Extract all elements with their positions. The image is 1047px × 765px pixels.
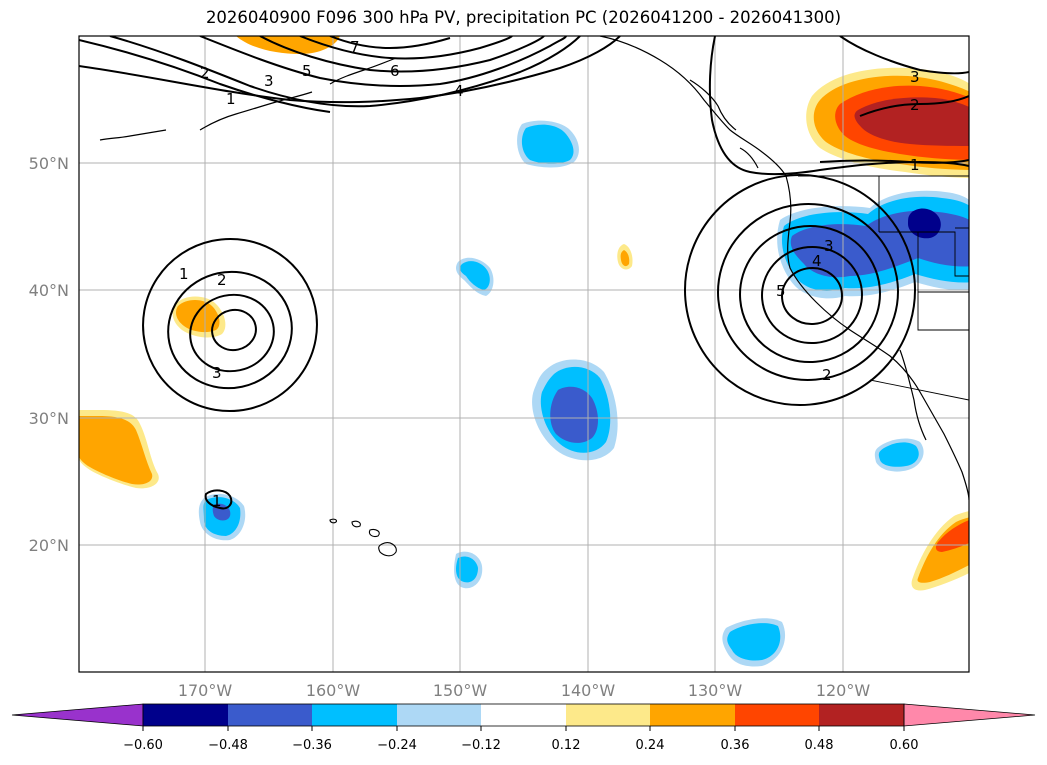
label-north-4: 4 xyxy=(454,82,464,100)
precip-field-south-center xyxy=(722,618,786,667)
lat-label-50n: 50°N xyxy=(29,154,69,173)
label-east-4: 4 xyxy=(812,252,822,270)
precip-field-hawaii-south xyxy=(454,551,483,589)
lon-label-140w: 140°W xyxy=(561,681,616,700)
map-panel: 1 2 3 1 2 3 4 5 6 7 2 3 4 5 1 2 3 1 xyxy=(78,35,970,673)
label-west-1: 1 xyxy=(179,265,189,283)
label-ne-1: 1 xyxy=(910,156,920,174)
label-hawaii-1: 1 xyxy=(212,492,222,510)
colorbar-tick-6: 0.12 xyxy=(552,738,581,753)
latitude-labels: 50°N 40°N 30°N 20°N xyxy=(29,154,69,555)
label-north-6: 6 xyxy=(390,62,400,80)
colorbar-bin-6 xyxy=(566,704,650,726)
hawaii-islands xyxy=(329,518,397,557)
colorbar-tick-5: −0.12 xyxy=(461,738,501,753)
lat-label-40n: 40°N xyxy=(29,281,69,300)
political-borders xyxy=(798,175,969,401)
precip-field-central-south xyxy=(532,359,618,461)
label-west-3: 3 xyxy=(212,364,222,382)
colorbar-bin-9 xyxy=(819,704,904,726)
lon-label-150w: 150°W xyxy=(433,681,488,700)
label-west-2: 2 xyxy=(217,271,227,289)
precip-field-southeast xyxy=(911,511,969,591)
colorbar-tick-2: −0.48 xyxy=(208,738,248,753)
lon-label-120w: 120°W xyxy=(816,681,871,700)
colorbar-tick-8: 0.36 xyxy=(721,738,750,753)
label-east-3: 3 xyxy=(824,237,834,255)
lat-label-20n: 20°N xyxy=(29,536,69,555)
colorbar-bin-4 xyxy=(397,704,481,726)
lat-label-30n: 30°N xyxy=(29,409,69,428)
colorbar-tick-7: 0.24 xyxy=(636,738,665,753)
precip-field-northeast xyxy=(806,67,969,178)
colorbar-tick-3: −0.36 xyxy=(292,738,332,753)
map-title: 2026040900 F096 300 hPa PV, precipitatio… xyxy=(205,8,842,27)
colorbar-extend-high xyxy=(903,703,1036,727)
label-north-1: 1 xyxy=(226,90,236,108)
colorbar-bin-1 xyxy=(143,704,228,726)
precip-field-baja xyxy=(874,438,924,472)
contour-labels: 1 2 3 1 2 3 4 5 6 7 2 3 4 5 1 2 3 1 xyxy=(179,38,920,510)
lon-label-170w: 170°W xyxy=(178,681,233,700)
precip-field-central-north xyxy=(456,257,494,296)
label-ne-2: 2 xyxy=(910,96,920,114)
precip-field-small-yellow xyxy=(617,244,633,270)
lon-label-160w: 160°W xyxy=(306,681,361,700)
pv-contours-east-low xyxy=(684,36,969,406)
label-ne-3: 3 xyxy=(910,68,920,86)
colorbar-tick-4: −0.24 xyxy=(377,738,417,753)
precip-field-gulf-alaska xyxy=(517,120,579,168)
colorbar-bin-3 xyxy=(312,704,397,726)
label-north-5: 5 xyxy=(302,62,312,80)
pv-contour-hawaii-small xyxy=(204,489,233,510)
colorbar-tick-1: −0.60 xyxy=(123,738,163,753)
colorbar-bin-7 xyxy=(650,704,735,726)
label-north-7: 7 xyxy=(350,38,360,56)
map-frame xyxy=(78,35,970,673)
colorbar-tick-9: 0.48 xyxy=(805,738,834,753)
colorbar-tick-10: 0.60 xyxy=(890,738,919,753)
precip-field-far-west xyxy=(79,410,159,489)
longitude-labels: 170°W 160°W 150°W 140°W 130°W 120°W xyxy=(178,681,871,700)
pv-contours-ne-ridge xyxy=(819,36,969,164)
precip-field-hawaii-north xyxy=(198,493,246,541)
graticule xyxy=(79,36,969,672)
lon-label-130w: 130°W xyxy=(688,681,743,700)
label-east-2: 2 xyxy=(822,366,832,384)
label-north-3: 3 xyxy=(264,72,274,90)
label-east-5: 5 xyxy=(776,282,786,300)
precip-field-west-coast xyxy=(777,190,969,299)
colorbar-extend-low xyxy=(11,703,144,727)
pv-contours-west-low xyxy=(142,237,318,413)
coastlines xyxy=(99,36,969,501)
colorbar-bin-2 xyxy=(228,704,312,726)
pv-contours-north-trough xyxy=(79,36,621,113)
colorbar-bin-5 xyxy=(481,704,566,726)
colorbar: −0.60 −0.48 −0.36 −0.24 −0.12 0.12 0.24 … xyxy=(11,703,1036,753)
colorbar-bin-8 xyxy=(735,704,819,726)
label-north-2: 2 xyxy=(200,64,210,82)
